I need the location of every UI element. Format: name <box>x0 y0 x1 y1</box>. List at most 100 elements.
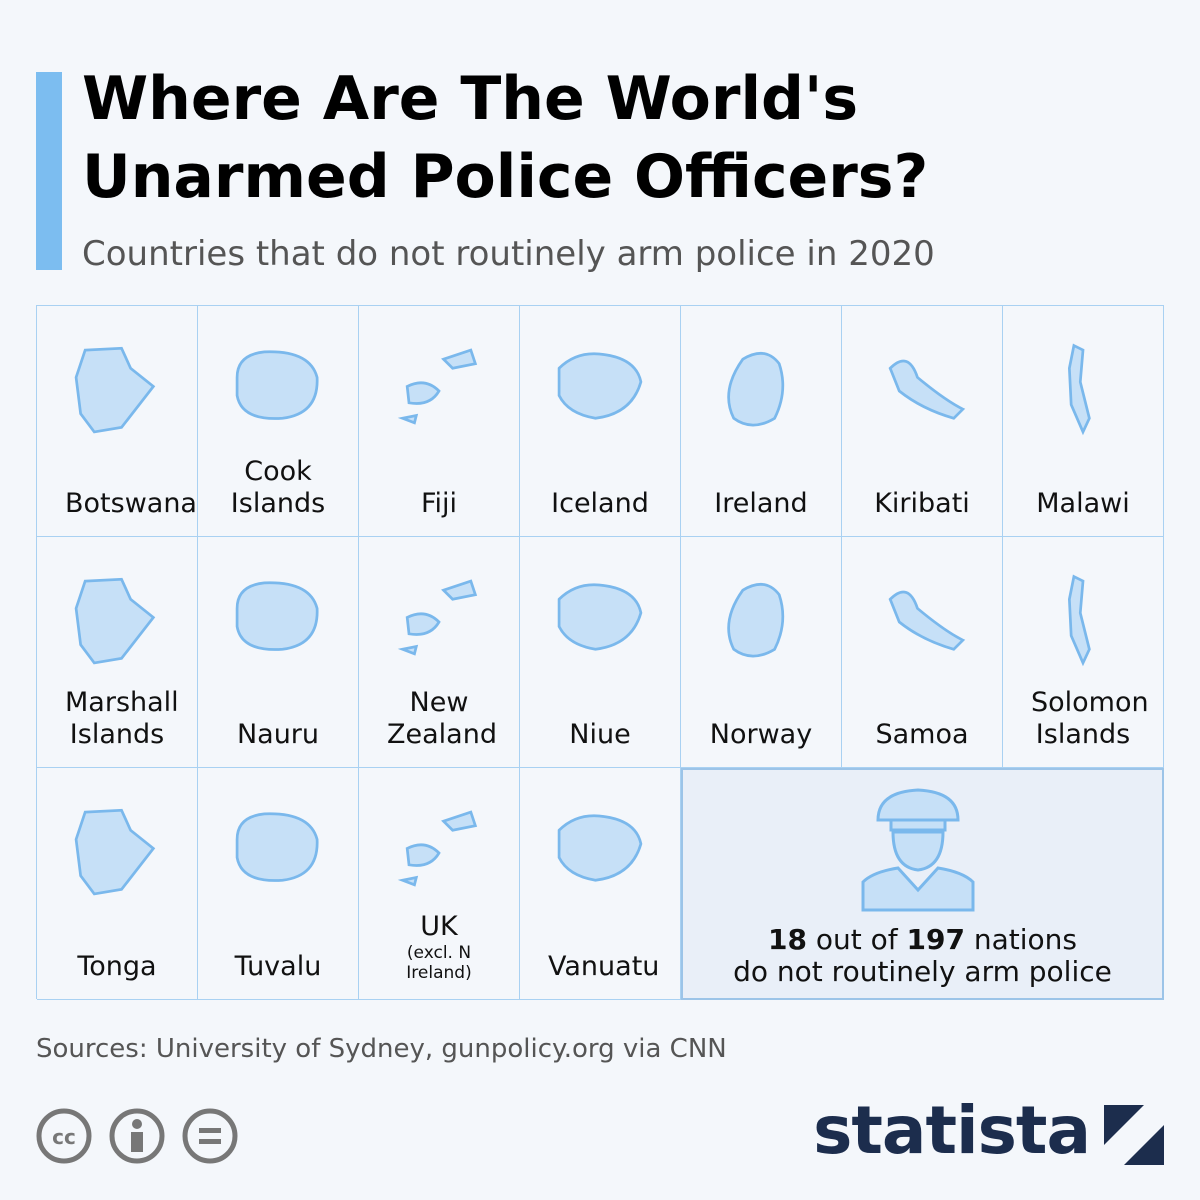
country-name-text: Ireland <box>714 488 808 519</box>
country-name-text: Niue <box>569 719 631 750</box>
country-shape <box>397 348 478 425</box>
country-cell: Vanuatu <box>520 768 681 1000</box>
shape <box>235 350 319 420</box>
country-shape <box>74 577 156 665</box>
country-name: Malawi <box>1003 488 1163 520</box>
country-cell: Cook Islands <box>198 306 359 537</box>
country-cell: Marshall Islands <box>37 537 198 768</box>
country-cell: Tonga <box>37 768 198 1000</box>
country-shape <box>1067 574 1091 667</box>
summary-text: nations <box>973 923 1078 956</box>
country-name-text: Marshall Islands <box>65 687 179 750</box>
country-name: Solomon Islands <box>1003 687 1163 751</box>
country-shape <box>727 583 785 658</box>
shape <box>235 812 319 882</box>
brand: statista <box>813 1092 1091 1169</box>
country-name-text: Samoa <box>875 719 969 750</box>
country-name-text: Norway <box>709 719 813 750</box>
shape <box>1067 574 1091 667</box>
police-icon <box>861 788 975 912</box>
accent-bar <box>36 72 62 270</box>
country-cell: Ireland <box>681 306 842 537</box>
country-name: Tuvalu <box>198 951 358 983</box>
country-name: Niue <box>520 719 680 751</box>
country-note: (excl. N Ireland) <box>406 943 472 983</box>
summary-text: do not routinely arm police <box>733 955 1112 988</box>
country-shape <box>74 346 156 434</box>
country-shape <box>235 812 319 882</box>
shape <box>727 583 785 658</box>
country-name: Samoa <box>842 719 1002 751</box>
country-name-text: Fiji <box>420 488 458 519</box>
country-name-text: Botswana <box>65 488 197 519</box>
subtitle: Countries that do not routinely arm poli… <box>82 234 935 274</box>
country-name: Fiji <box>359 488 519 520</box>
country-name-text: Tuvalu <box>234 951 322 982</box>
count: 18 <box>767 923 807 956</box>
country-cell: New Zealand <box>359 537 520 768</box>
shape <box>235 581 319 651</box>
brand-logo <box>1104 1105 1164 1165</box>
country-name-text: New Zealand <box>387 687 497 750</box>
shape <box>74 577 156 665</box>
country-name-text: Malawi <box>1036 488 1130 519</box>
country-name: Vanuatu <box>520 951 680 983</box>
country-shape <box>557 583 643 651</box>
country-name-text: Kiribati <box>874 488 970 519</box>
shape <box>397 579 478 656</box>
shape <box>888 359 966 420</box>
title: Where Are The World's Unarmed Police Off… <box>82 64 929 212</box>
shape <box>888 590 966 651</box>
country-cell: Botswana <box>37 306 198 537</box>
country-name: Nauru <box>198 719 358 751</box>
country-name: UK (excl. N Ireland) <box>359 911 519 983</box>
country-cell: Norway <box>681 537 842 768</box>
svg-text:cc: cc <box>52 1125 76 1149</box>
shape <box>397 810 478 887</box>
country-cell: Solomon Islands <box>1003 537 1164 768</box>
country-cell: Samoa <box>842 537 1003 768</box>
country-cell: Nauru <box>198 537 359 768</box>
country-name: Kiribati <box>842 488 1002 520</box>
shape <box>74 808 156 896</box>
country-shape <box>888 359 966 420</box>
country-shape <box>235 581 319 651</box>
shape <box>557 583 643 651</box>
country-shape <box>557 814 643 882</box>
country-name: Marshall Islands <box>37 687 197 751</box>
shape <box>557 352 643 420</box>
country-cell: UK (excl. N Ireland) <box>359 768 520 1000</box>
country-cell: Fiji <box>359 306 520 537</box>
country-name: Ireland <box>681 488 841 520</box>
country-shape <box>74 808 156 896</box>
country-shape <box>727 352 785 427</box>
shape <box>727 352 785 427</box>
country-cell: Kiribati <box>842 306 1003 537</box>
country-name-text: Solomon Islands <box>1031 687 1149 750</box>
country-name: Iceland <box>520 488 680 520</box>
shape <box>1067 343 1091 436</box>
country-cell: Malawi <box>1003 306 1164 537</box>
country-name-text: Vanuatu <box>548 951 660 982</box>
country-name: Norway <box>681 719 841 751</box>
country-name-text: Cook Islands <box>230 456 326 519</box>
license-icons: cc <box>36 1108 238 1164</box>
country-grid: Botswana Cook Islands Fiji Iceland Ireland Ki… <box>36 305 1164 1000</box>
country-name: New Zealand <box>359 687 519 751</box>
country-cell: Niue <box>520 537 681 768</box>
shape <box>557 814 643 882</box>
country-name-text: UK <box>420 911 458 942</box>
summary-text: 18 out of 197 nations do not routinely a… <box>683 924 1162 988</box>
country-shape <box>235 350 319 420</box>
country-shape <box>397 810 478 887</box>
country-cell: Iceland <box>520 306 681 537</box>
total: 197 <box>906 923 965 956</box>
country-name-text: Iceland <box>551 488 649 519</box>
summary-text: out of <box>815 923 898 956</box>
country-shape <box>557 352 643 420</box>
country-name-text: Tonga <box>77 951 157 982</box>
shape <box>397 348 478 425</box>
country-name: Tonga <box>37 951 197 983</box>
shape <box>74 346 156 434</box>
